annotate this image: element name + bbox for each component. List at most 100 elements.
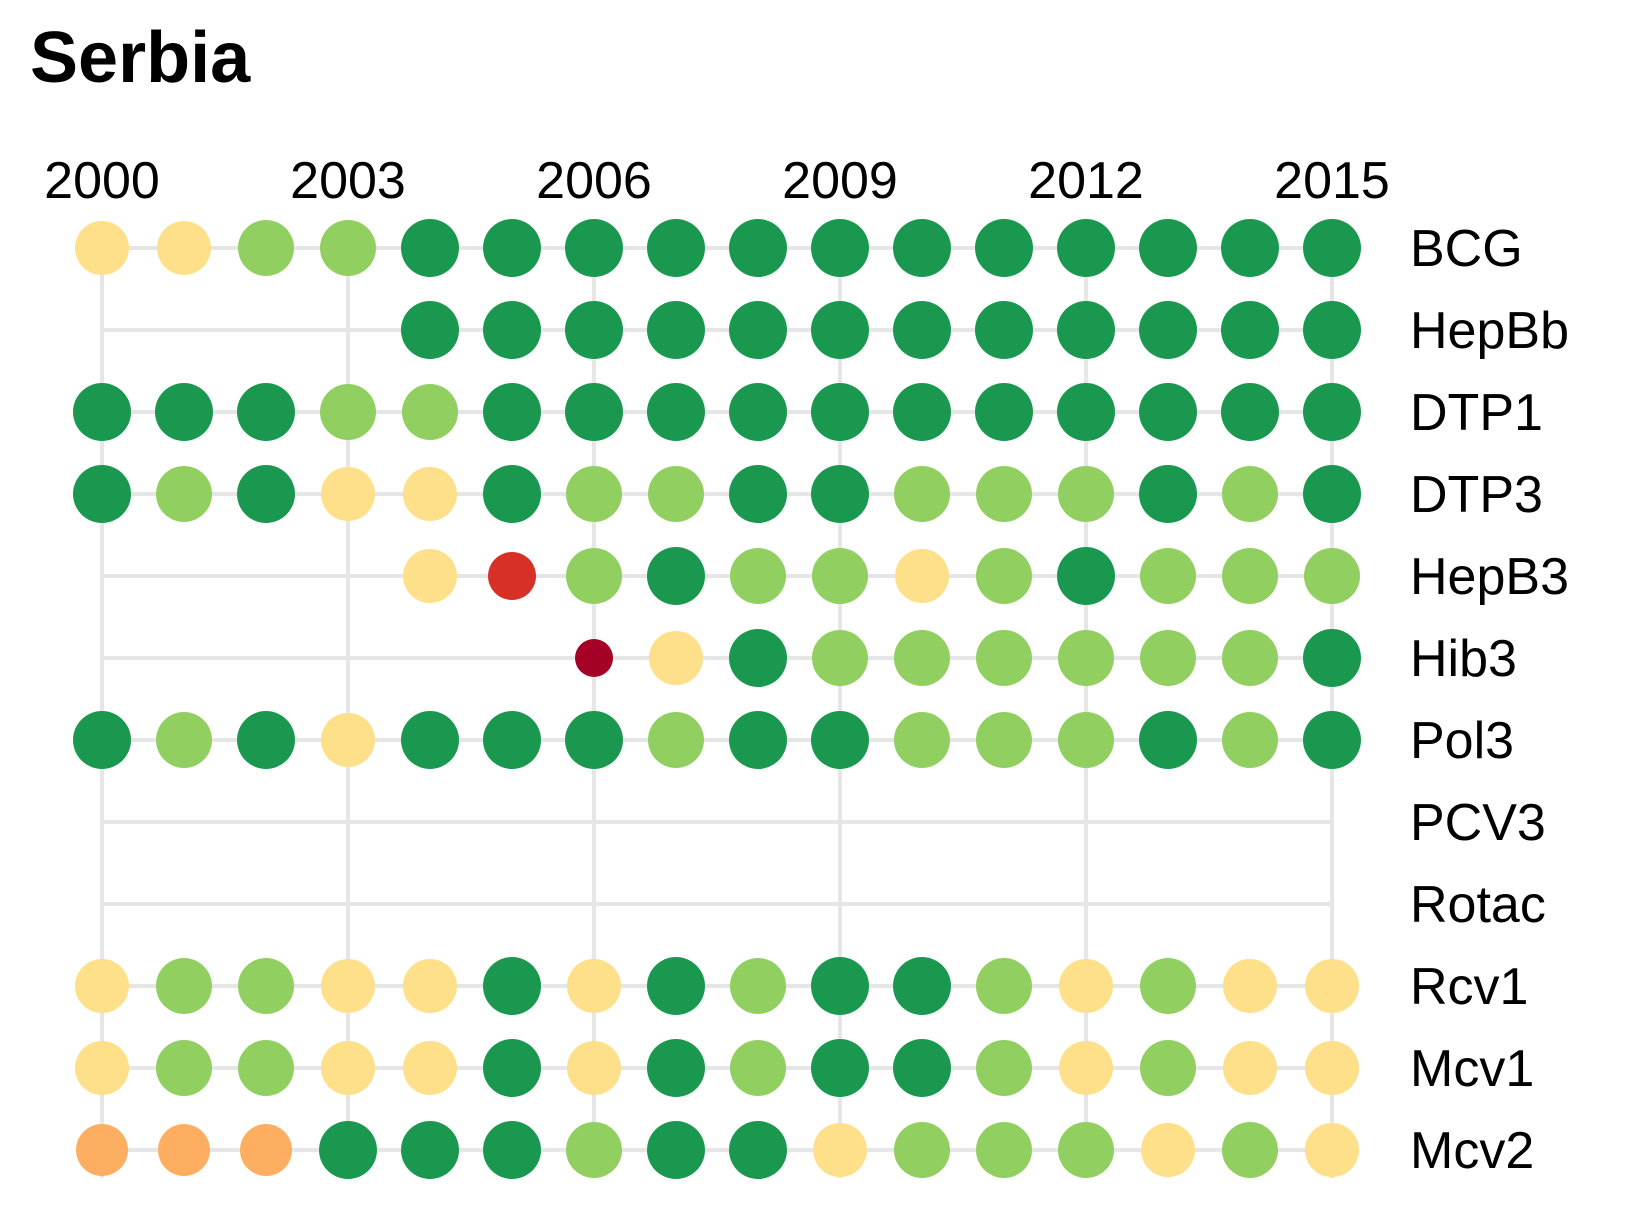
data-point [565,711,623,769]
data-point [483,383,541,441]
data-point [1059,959,1113,1013]
row-label: Mcv2 [1410,1122,1534,1180]
data-point [237,465,295,523]
data-point [1303,465,1361,523]
data-point [893,383,951,441]
data-point [811,301,869,359]
data-point [730,958,786,1014]
row-label: HepB3 [1410,548,1569,606]
data-point [976,548,1032,604]
data-point [566,548,622,604]
data-point [976,1122,1032,1178]
data-point [321,959,375,1013]
data-point [237,711,295,769]
row-label: Rotac [1410,876,1546,934]
data-point [483,957,541,1015]
data-point [647,1039,705,1097]
x-tick-label: 2009 [782,152,898,210]
data-point [483,301,541,359]
data-point [1058,630,1114,686]
data-point [155,383,213,441]
data-point [73,383,131,441]
data-point [648,712,704,768]
data-point [1222,1122,1278,1178]
data-point [401,711,459,769]
data-point [73,465,131,523]
data-point [483,219,541,277]
data-point [319,1121,377,1179]
grid-lines [100,246,1334,1178]
data-point [729,383,787,441]
row-label: HepBb [1410,302,1569,360]
data-point [1057,547,1115,605]
data-point [812,548,868,604]
data-point [321,713,375,767]
data-point [729,219,787,277]
x-tick-label: 2012 [1028,152,1144,210]
data-point [649,631,703,685]
data-point [75,1041,129,1095]
data-point [1222,712,1278,768]
data-point [1139,465,1197,523]
data-point [1139,711,1197,769]
data-point [240,1124,292,1176]
data-point [1303,629,1361,687]
data-point [894,712,950,768]
data-point [1058,712,1114,768]
data-point [812,630,868,686]
data-point [1222,466,1278,522]
data-point [730,1040,786,1096]
data-point [647,219,705,277]
data-point [156,958,212,1014]
data-point [320,220,376,276]
row-label: Rcv1 [1410,958,1528,1016]
x-tick-label: 2015 [1274,152,1390,210]
data-point [1222,630,1278,686]
data-point [73,711,131,769]
x-axis-ticks: 2000 2003 2006 2009 2012 2015 [44,152,1390,210]
data-point [1223,1041,1277,1095]
data-point [1303,219,1361,277]
data-point [647,957,705,1015]
data-point [1140,630,1196,686]
data-point [483,465,541,523]
data-point [893,957,951,1015]
data-point [1221,383,1279,441]
data-point [729,1121,787,1179]
data-point [729,711,787,769]
data-point [976,1040,1032,1096]
row-label: Pol3 [1410,712,1514,770]
data-point [975,383,1033,441]
row-labels: BCG HepBb DTP1 DTP3 HepB3 Hib3 Pol3 PCV3 Rotac Rc… [1410,220,1569,1180]
data-point [403,467,457,521]
data-point [1057,219,1115,277]
data-point [567,1041,621,1095]
data-point [402,384,458,440]
data-point [575,639,613,677]
data-point [321,467,375,521]
data-point [156,1040,212,1096]
data-point [76,1124,128,1176]
data-point [1139,383,1197,441]
data-point [1222,548,1278,604]
x-tick-label: 2006 [536,152,652,210]
data-point [975,219,1033,277]
data-point [730,548,786,604]
data-point [403,959,457,1013]
data-point [237,383,295,441]
x-tick-label: 2003 [290,152,406,210]
row-label: Hib3 [1410,630,1517,688]
data-point [1305,1041,1359,1095]
data-point [811,1039,869,1097]
data-point [1221,219,1279,277]
row-label: PCV3 [1410,794,1546,852]
data-point [403,1041,457,1095]
data-point [156,466,212,522]
data-point [976,466,1032,522]
data-point [811,219,869,277]
data-point [729,465,787,523]
chart-title: Serbia [30,18,251,98]
data-point [894,1122,950,1178]
data-point [1223,959,1277,1013]
data-point [238,220,294,276]
